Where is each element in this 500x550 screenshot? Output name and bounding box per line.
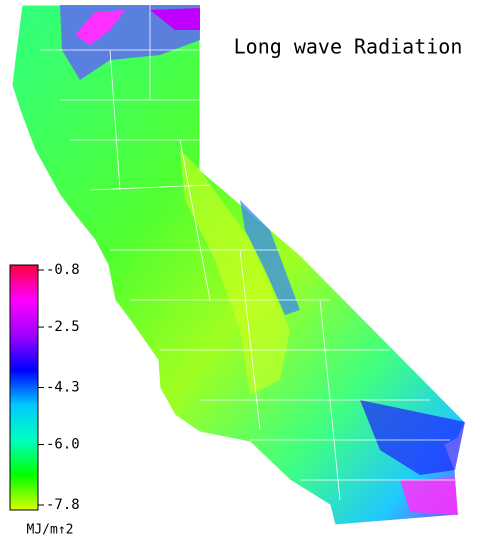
colorbar-tick-label: -4.3 [46,380,80,396]
colorbar-scale [9,264,39,511]
california-map [11,4,466,526]
sierra-band [240,200,300,315]
mountain-peak [150,8,200,30]
colorbar-tick-label: -7.8 [46,497,80,513]
colorbar-unit: MJ/m↑2 [27,523,74,538]
colorbar: -0.8 -2.5 -4.3 -6.0 -7.8 [9,262,80,513]
colorbar-tick-label: -2.5 [46,319,80,335]
map-title: Long wave Radiation [234,35,463,59]
valley-yellow [180,150,290,395]
southeast-peak [400,478,458,515]
colorbar-tick-label: -6.0 [46,437,80,453]
mountain-peak [75,10,125,45]
desert-band [360,400,465,475]
colorbar-tick-label: -0.8 [46,262,80,278]
county-lines [40,5,455,501]
